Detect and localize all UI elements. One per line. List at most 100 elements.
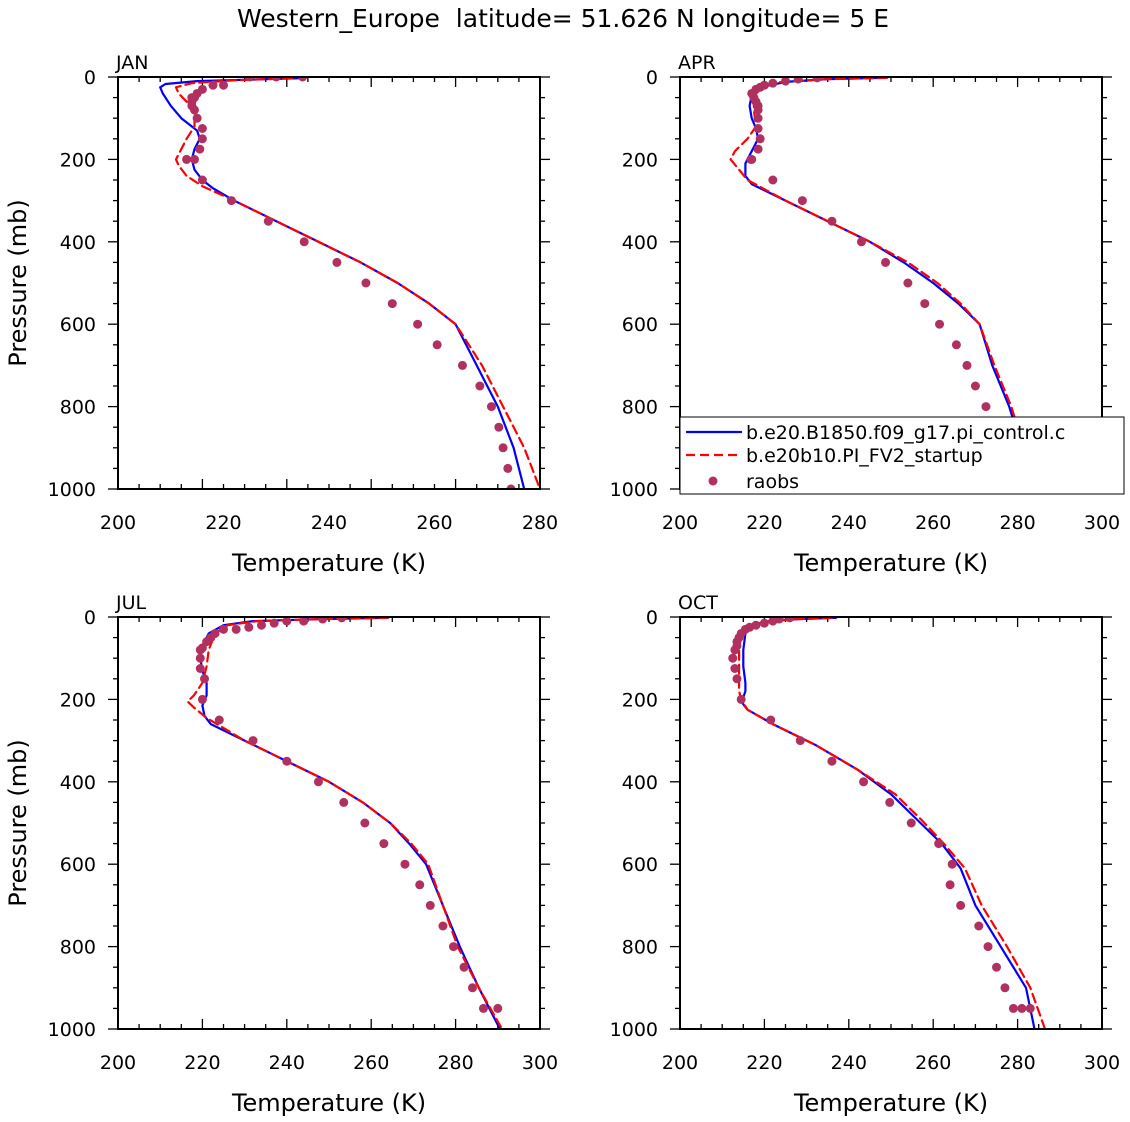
raobs-point (795, 736, 805, 746)
raobs-point (755, 134, 765, 144)
y-axis-label: Pressure (mb) (4, 199, 32, 366)
x-tick-label: 200 (662, 1052, 698, 1074)
plot-area-oct (728, 617, 1047, 1029)
x-tick-label: 280 (522, 512, 558, 534)
raobs-point (337, 617, 347, 623)
raobs-point (781, 77, 790, 86)
raobs-point (339, 797, 349, 807)
raobs-point (195, 664, 205, 673)
figure-title: Western_Europe latitude= 51.626 N longit… (237, 4, 889, 33)
x-tick-label: 200 (100, 512, 136, 534)
y-tick-label: 1000 (610, 1019, 658, 1041)
raobs-point (920, 299, 930, 309)
y-tick-label: 1000 (48, 479, 96, 501)
y-tick-label: 1000 (48, 1019, 96, 1041)
raobs-point (983, 942, 993, 952)
raobs-point (1025, 1003, 1035, 1013)
y-tick-label: 200 (622, 689, 658, 711)
raobs-point (494, 422, 504, 432)
raobs-point (759, 618, 769, 628)
y-tick-label: 600 (622, 314, 658, 336)
raobs-point (974, 921, 984, 931)
y-tick-label: 600 (622, 854, 658, 876)
legend-label: raobs (746, 471, 799, 493)
raobs-point (885, 797, 895, 807)
y-tick-label: 0 (646, 67, 658, 89)
series-line-b-e20b10-pi-fv2-startup (186, 617, 504, 1029)
y-tick-label: 0 (84, 67, 96, 89)
x-tick-label: 200 (662, 512, 698, 534)
raobs-point (457, 360, 467, 370)
raobs-point (299, 237, 309, 247)
x-tick-label: 260 (915, 1052, 951, 1074)
raobs-point (856, 237, 866, 247)
raobs-point (753, 144, 763, 154)
x-tick-label: 240 (311, 512, 347, 534)
x-tick-label: 280 (999, 512, 1035, 534)
raobs-point (387, 299, 397, 309)
raobs-point (282, 617, 292, 626)
raobs-point (379, 839, 389, 849)
raobs-point (970, 381, 980, 391)
raobs-point (208, 80, 218, 90)
raobs-point (793, 77, 803, 84)
raobs-point (269, 618, 279, 628)
raobs-point (248, 736, 258, 746)
raobs-point (736, 694, 746, 704)
raobs-point (785, 617, 795, 623)
raobs-point (827, 216, 837, 226)
x-axis-label: Temperature (K) (231, 549, 426, 577)
raobs-point (192, 113, 202, 123)
raobs-point (271, 77, 281, 82)
raobs-point (298, 77, 308, 82)
raobs-point (425, 900, 435, 910)
plot-area-jan (159, 77, 540, 489)
raobs-point (962, 360, 972, 370)
raobs-point (768, 175, 778, 185)
series-raobs (195, 617, 503, 1013)
raobs-point (1008, 1003, 1018, 1013)
raobs-point (906, 818, 916, 828)
raobs-point (448, 942, 458, 952)
legend: b.e20.B1850.f09_g17.pi_control.cb.e20b10… (679, 416, 1125, 495)
panel-title-jan: JAN (115, 52, 148, 74)
series-line-b-e20-b1850-f09-g17-pi-control-c (199, 617, 501, 1029)
x-axis-label: Temperature (K) (793, 1089, 988, 1117)
raobs-point (732, 674, 742, 684)
raobs-point (256, 620, 266, 630)
raobs-point (219, 624, 228, 634)
raobs-point (189, 105, 199, 115)
raobs-point (475, 381, 485, 391)
x-axis-label: Temperature (K) (231, 1089, 426, 1117)
x-tick-label: 220 (184, 1052, 220, 1074)
y-axis-label: Pressure (mb) (4, 739, 32, 906)
raobs-point (332, 257, 342, 267)
raobs-point (859, 777, 869, 787)
raobs-point (903, 278, 913, 288)
x-tick-label: 300 (1084, 512, 1120, 534)
raobs-point (797, 196, 807, 206)
x-tick-label: 220 (205, 512, 241, 534)
raobs-point (219, 80, 228, 90)
raobs-point (753, 113, 763, 123)
panel-apr: APR 200 220 240 260 280 300 0 200 400 600 800 1000 Te… (610, 52, 1120, 577)
plot-frame-oct (679, 616, 1103, 1030)
raobs-point (1017, 1003, 1027, 1013)
raobs-point (956, 900, 966, 910)
raobs-point (299, 617, 309, 626)
y-tick-label: 600 (60, 854, 96, 876)
raobs-point (189, 154, 199, 164)
raobs-point (226, 196, 236, 206)
raobs-point (766, 715, 776, 725)
raobs-point (195, 653, 205, 663)
raobs-point (812, 77, 822, 83)
raobs-point (182, 154, 192, 164)
x-tick-label: 280 (999, 1052, 1035, 1074)
y-tick-label: 600 (60, 314, 96, 336)
raobs-point (195, 645, 205, 655)
raobs-point (1000, 983, 1010, 993)
raobs-point (935, 319, 945, 329)
panel-jan: JAN 200 220 240 260 280 0 200 400 600 800 1000 Tempe… (4, 52, 558, 577)
raobs-point (730, 664, 740, 673)
series-line-b-e20-b1850-f09-g17-pi-control-c (159, 77, 526, 489)
